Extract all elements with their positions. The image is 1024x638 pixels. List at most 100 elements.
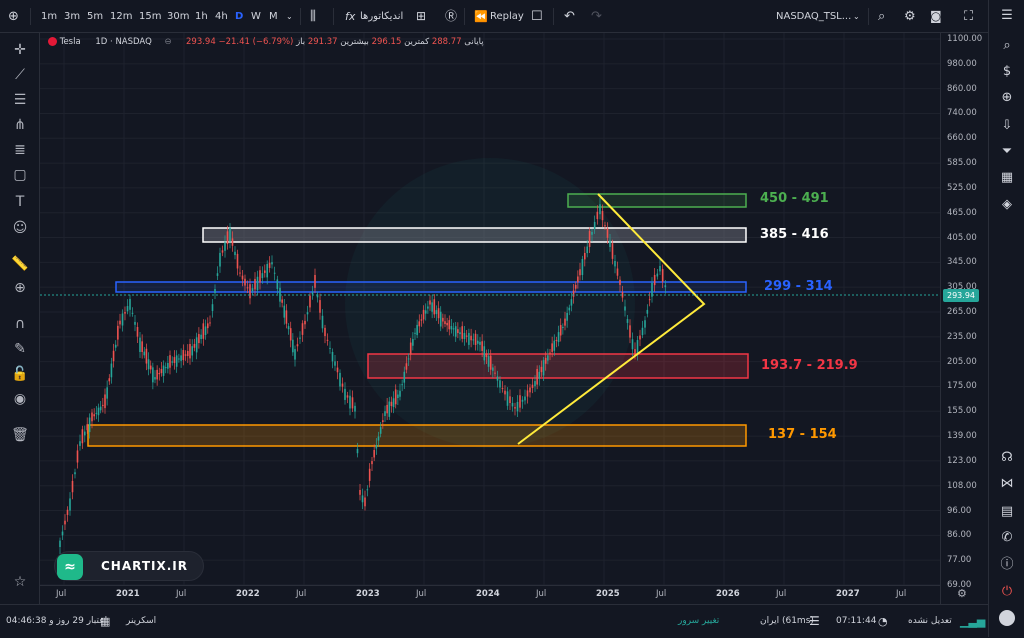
emoji-icon[interactable]: ☺: [12, 220, 28, 236]
candle-body: [221, 250, 224, 253]
price-chart[interactable]: [40, 33, 940, 604]
whatsapp-icon[interactable]: ✆: [1001, 530, 1013, 545]
candle-body: [444, 321, 446, 325]
keyboard-icon[interactable]: ▤: [1000, 504, 1014, 519]
indicators-button[interactable]: اندیکاتورها: [360, 11, 404, 22]
calendar-icon[interactable]: ▦: [1000, 170, 1014, 185]
lock-drawings-icon[interactable]: ✎: [14, 341, 26, 357]
rectangle-icon[interactable]: ▢: [13, 167, 27, 183]
candle-body: [326, 339, 329, 341]
interval-30m[interactable]: 30m: [167, 11, 190, 22]
interval-4h[interactable]: 4h: [215, 11, 228, 22]
candle-body: [544, 357, 547, 364]
text-icon[interactable]: T: [15, 194, 25, 210]
search-zoom-icon[interactable]: ⌕: [878, 9, 886, 24]
favorites-star-icon[interactable]: ☆: [13, 574, 27, 590]
avatar[interactable]: [999, 610, 1015, 626]
camera-icon[interactable]: ◙: [930, 9, 942, 23]
fullscreen-icon[interactable]: ⛶: [964, 9, 974, 24]
candle-body: [390, 401, 393, 406]
candle-body: [591, 231, 593, 235]
interval-12m[interactable]: 12m: [110, 11, 133, 22]
pitchfork-icon[interactable]: ⋔: [14, 117, 26, 133]
candles-icon[interactable]: ⫼: [310, 9, 316, 24]
interval-5m[interactable]: 5m: [87, 11, 104, 22]
crosshair-icon[interactable]: ✛: [14, 42, 26, 58]
zone-box[interactable]: [202, 227, 747, 243]
watermark-logo: [345, 158, 635, 448]
share-icon[interactable]: ⋈: [1000, 476, 1014, 491]
zoom-in-icon[interactable]: ⊕: [14, 280, 26, 296]
undo-icon[interactable]: ↶: [564, 9, 575, 24]
ruler-icon[interactable]: 📏: [11, 256, 29, 272]
time-axis[interactable]: Jul 2021 Jul 2022 Jul 2023 Jul 2024 Jul 2025 Jul 20…: [40, 585, 940, 604]
fx-icon[interactable]: fx: [345, 10, 356, 23]
axis-settings-icon[interactable]: ⚙: [957, 587, 967, 600]
zone-box[interactable]: [87, 424, 747, 447]
candle-body: [384, 411, 386, 416]
candle-body: [529, 387, 531, 393]
candle-body: [653, 274, 656, 286]
candle-body: [511, 402, 514, 407]
lock-icon[interactable]: 🔓: [11, 366, 29, 382]
candle-body: [454, 326, 457, 337]
info-icon[interactable]: ⓘ: [1000, 557, 1014, 572]
price-tick-label: 175.00: [947, 381, 977, 392]
gear-icon[interactable]: ⚙: [904, 9, 916, 24]
interval-m[interactable]: M: [269, 11, 278, 22]
search-icon[interactable]: ⌕: [1003, 38, 1011, 53]
replay-button[interactable]: Replay: [490, 11, 524, 22]
chevron-down-icon[interactable]: ⌄: [286, 12, 293, 21]
interval-w[interactable]: W: [251, 11, 261, 22]
candle-body: [472, 339, 475, 341]
trendline-icon[interactable]: ⟋: [15, 67, 25, 83]
price-axis[interactable]: 293.94 ⚙ 1100.00 980.00 860.00 740.00 660.00…: [940, 33, 988, 604]
add-symbol-icon[interactable]: ⊕: [8, 9, 19, 24]
candle-body: [97, 407, 100, 416]
symbol-select[interactable]: NASDAQ_TSL...: [776, 11, 852, 22]
candle-body: [93, 414, 95, 417]
download-icon[interactable]: ⇩: [1001, 118, 1013, 133]
eye-icon[interactable]: ◉: [13, 391, 27, 407]
candle-body: [621, 291, 624, 298]
headset-icon[interactable]: ☊: [1001, 450, 1013, 465]
layers-icon[interactable]: ◈: [1002, 197, 1012, 212]
templates-icon[interactable]: ⊞: [416, 9, 427, 23]
legend-collapse-icon[interactable]: ⊖: [164, 37, 172, 47]
zone-box[interactable]: [567, 193, 747, 208]
menu-icon[interactable]: ☰: [1001, 8, 1013, 23]
candle-body: [422, 309, 425, 320]
horizontal-lines-icon[interactable]: ☰: [13, 92, 27, 108]
interval-3m[interactable]: 3m: [64, 11, 81, 22]
candle-body: [182, 350, 185, 361]
add-alert-icon[interactable]: ⊕: [1001, 90, 1013, 105]
candle-body: [521, 399, 524, 402]
interval-15m[interactable]: 15m: [139, 11, 162, 22]
replay-icon[interactable]: ⏪: [474, 10, 488, 23]
candle-body: [538, 371, 541, 379]
screener-button[interactable]: اسکرینر: [126, 616, 157, 626]
magnet-icon[interactable]: ∩: [14, 316, 26, 332]
candle-body: [496, 376, 499, 381]
trash-icon[interactable]: 🗑: [11, 427, 29, 443]
layout-icon[interactable]: ☐: [531, 9, 543, 24]
fib-icon[interactable]: ≣: [14, 142, 26, 158]
change-server-link[interactable]: تغییر سرور: [678, 616, 720, 626]
chart-pane[interactable]: Tesla 1D · NASDAQ ⊖ 293.94 −21.41 (−6.79…: [40, 33, 940, 604]
dollar-icon[interactable]: $: [1002, 64, 1012, 79]
triangle-pattern[interactable]: [517, 193, 706, 445]
interval-1h[interactable]: 1h: [195, 11, 208, 22]
alert-icon[interactable]: Ⓡ: [445, 9, 458, 23]
candle-body: [154, 377, 156, 380]
redo-icon[interactable]: ↷: [591, 9, 602, 24]
candle-body: [371, 461, 373, 465]
adjust-toggle-label[interactable]: تعدیل نشده: [908, 616, 952, 626]
interval-d[interactable]: D: [235, 11, 244, 22]
interval-1m[interactable]: 1m: [41, 11, 58, 22]
chevron-down-icon[interactable]: ⌄: [853, 12, 860, 21]
zone-box[interactable]: [115, 281, 747, 293]
candle-body: [555, 339, 558, 341]
zone-box[interactable]: [367, 353, 749, 379]
filter-icon[interactable]: ⏷: [1001, 144, 1013, 159]
power-icon[interactable]: ⏻: [1001, 584, 1013, 599]
